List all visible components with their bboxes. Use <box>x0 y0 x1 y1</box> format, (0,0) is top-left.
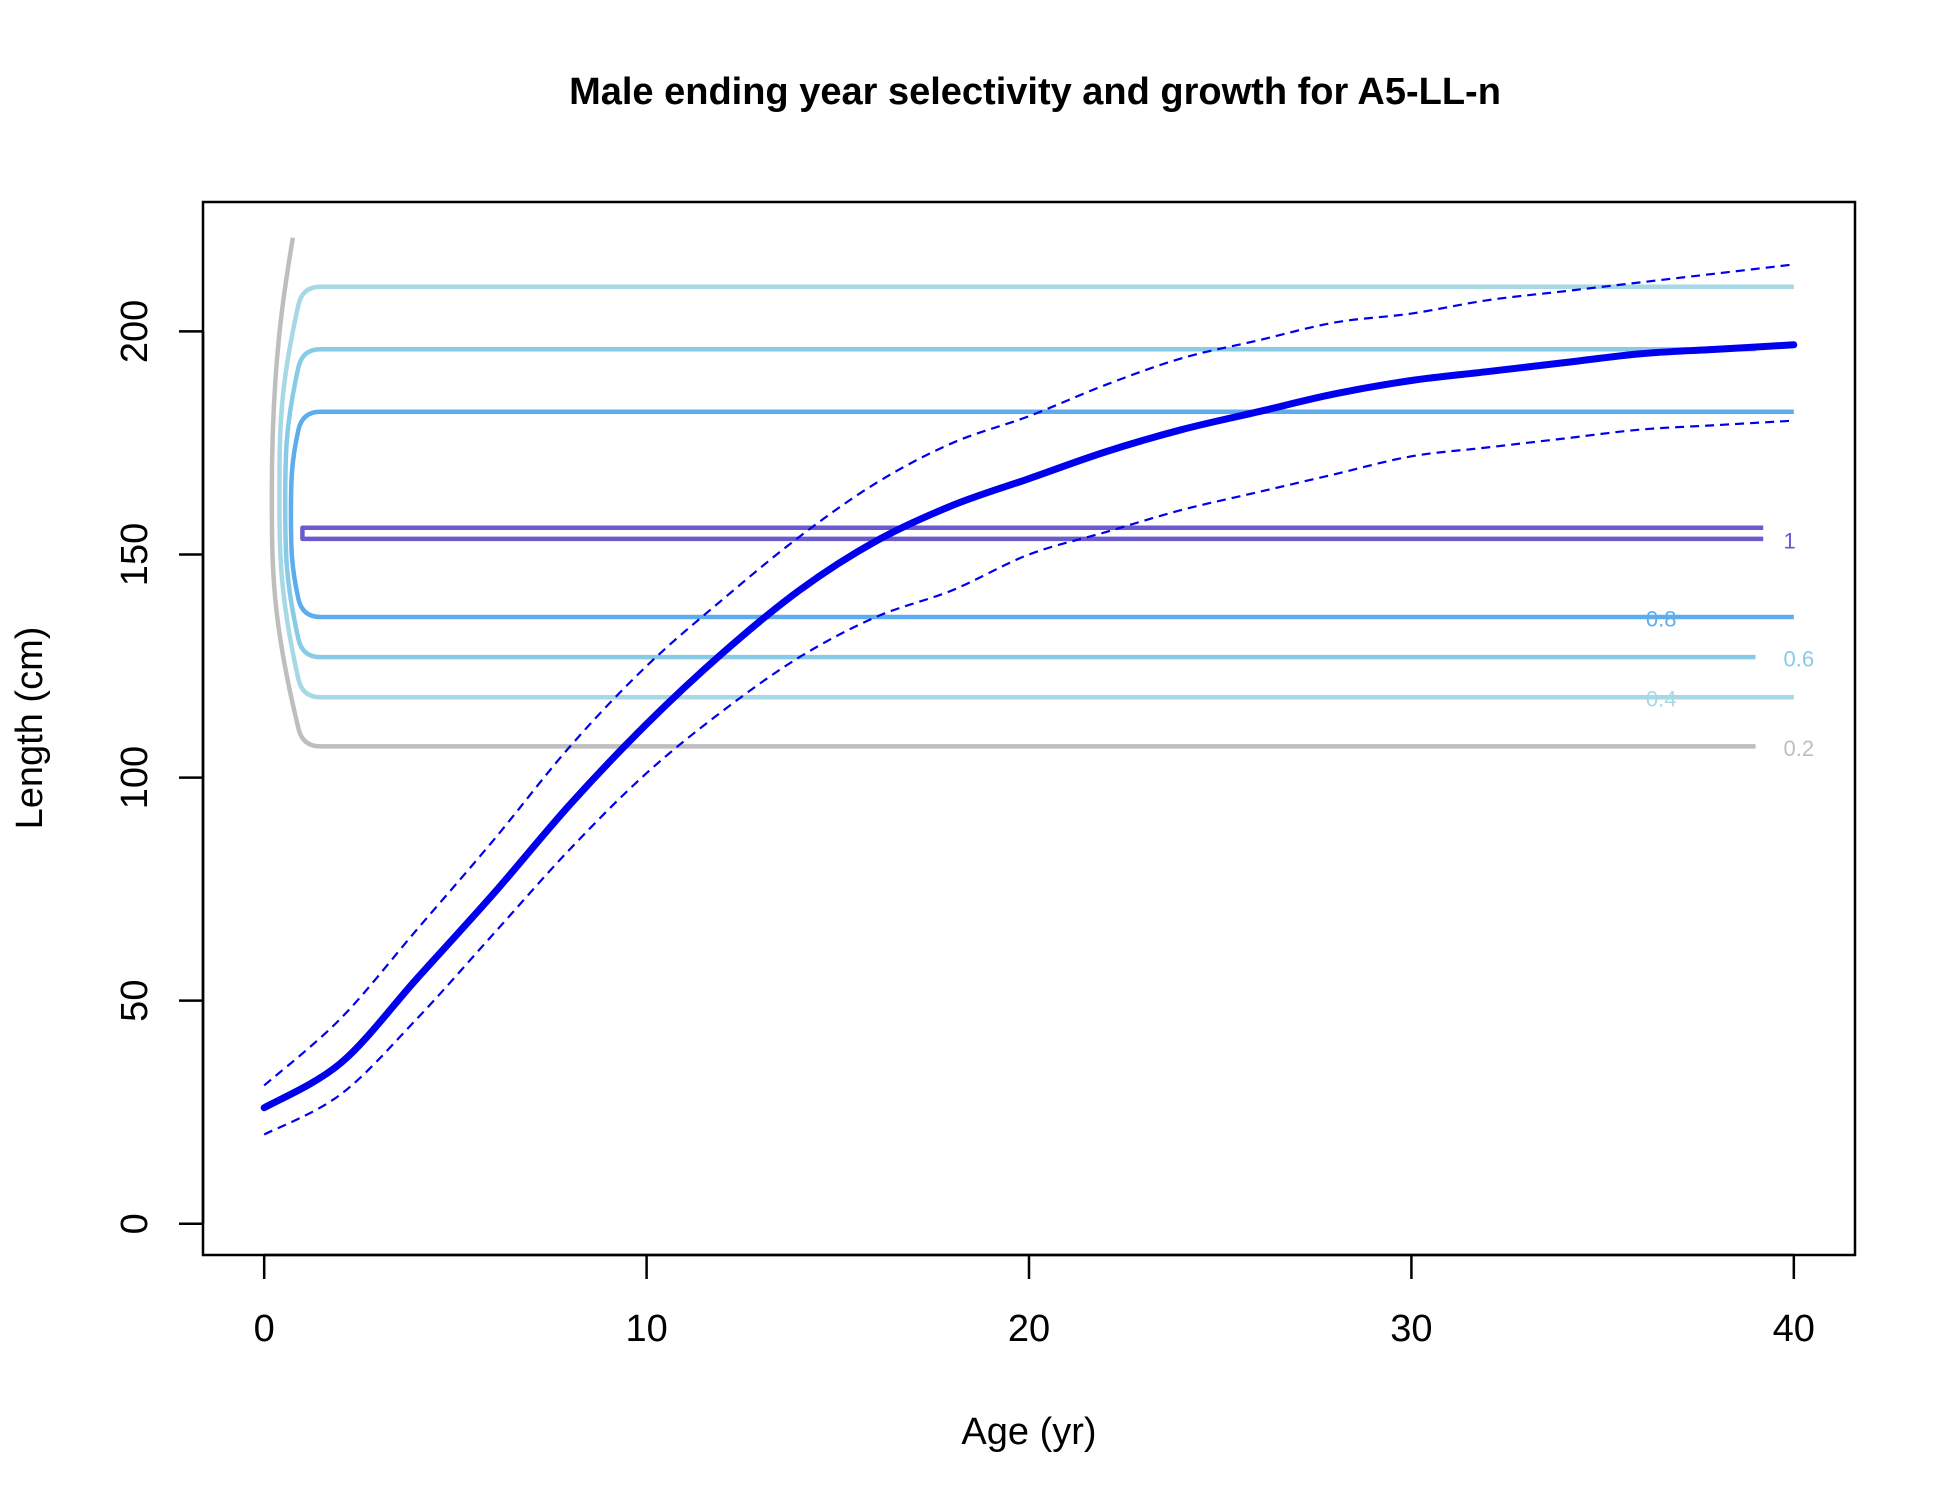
x-axis: 0 10 20 30 40 <box>254 1253 1815 1350</box>
y-axis: 0 50 100 150 200 <box>114 300 205 1234</box>
x-tick-label: 0 <box>254 1308 275 1350</box>
contour-label-0.4: 0.4 <box>1646 687 1677 712</box>
y-tick-label: 0 <box>114 1213 156 1234</box>
contour-label-0.2: 0.2 <box>1784 736 1815 761</box>
contour-labels: 0.2 0.4 0.6 0.8 1 <box>1646 528 1814 760</box>
y-tick-label: 200 <box>114 300 156 363</box>
selectivity-contour-0.2 <box>269 237 1756 749</box>
growth-lower-bound-line <box>263 419 1794 1136</box>
selectivity-contour-1 <box>300 525 1764 542</box>
x-tick-label: 30 <box>1390 1308 1432 1350</box>
x-axis-label: Age (yr) <box>961 1411 1096 1453</box>
selectivity-contour-0.8 <box>288 409 1794 620</box>
contour-label-1: 1 <box>1784 528 1796 553</box>
y-tick-label: 150 <box>114 523 156 586</box>
y-tick-label: 100 <box>114 746 156 809</box>
x-tick-label: 10 <box>625 1308 667 1350</box>
chart-title: Male ending year selectivity and growth … <box>569 71 1501 113</box>
growth-upper-bound-line <box>263 263 1794 1087</box>
contour-label-0.6: 0.6 <box>1784 647 1815 672</box>
contour-label-0.8: 0.8 <box>1646 606 1677 631</box>
x-tick-label: 20 <box>1008 1308 1050 1350</box>
growth-curve-group <box>260 263 1798 1136</box>
selectivity-contour-0.6 <box>282 346 1756 660</box>
selectivity-contours <box>269 237 1794 749</box>
x-tick-label: 40 <box>1773 1308 1815 1350</box>
y-tick-label: 50 <box>114 980 156 1022</box>
y-axis-label: Length (cm) <box>9 627 51 830</box>
selectivity-contour-0.4 <box>277 284 1794 700</box>
growth-mean-line <box>260 341 1798 1112</box>
